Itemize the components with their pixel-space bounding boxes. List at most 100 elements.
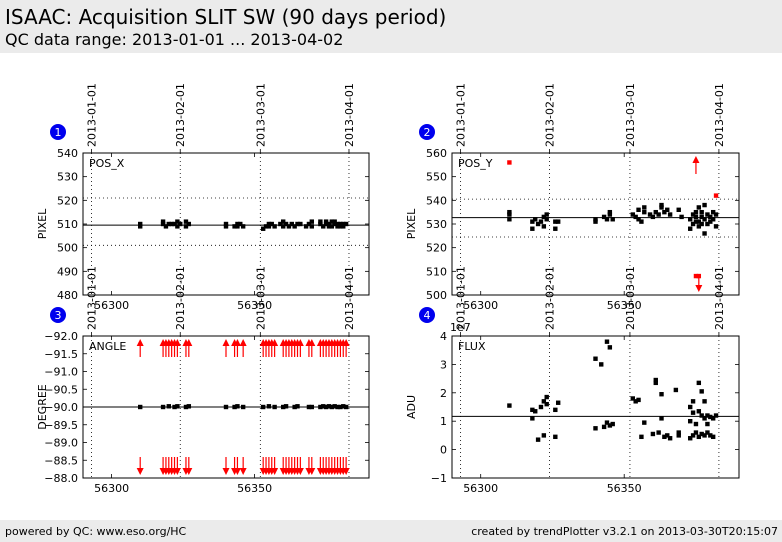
data-point (610, 217, 615, 222)
date-tick-label: 2013-01-01 (86, 266, 99, 330)
data-point (530, 416, 535, 421)
data-point (341, 224, 346, 229)
data-point (166, 404, 171, 409)
data-point (650, 431, 656, 437)
data-point (710, 209, 716, 215)
data-point (329, 219, 335, 224)
data-point (318, 404, 323, 410)
date-tick-label: 2013-04-01 (713, 266, 726, 330)
data-point (318, 219, 323, 224)
data-point (335, 404, 340, 410)
data-point (659, 392, 664, 397)
panel-label: FLUX (458, 340, 486, 353)
data-point (553, 434, 558, 440)
panel-number-badge (50, 307, 66, 323)
data-point (298, 221, 303, 227)
data-point (260, 404, 266, 410)
data-point (263, 224, 269, 229)
data-point (341, 221, 346, 227)
y-axis-label: PIXEL (36, 208, 49, 239)
data-point (240, 404, 246, 410)
offscale-arrow-down-head (695, 285, 703, 292)
offscale-arrow-down-head (185, 468, 193, 475)
data-point (169, 221, 174, 227)
data-point (329, 404, 335, 410)
data-point (272, 404, 277, 410)
y-tick-label: 520 (57, 194, 78, 207)
data-point (292, 404, 297, 410)
data-point (266, 224, 272, 229)
data-point (281, 404, 286, 410)
data-point (607, 345, 613, 350)
data-point (679, 214, 684, 220)
data-point (269, 221, 274, 227)
data-point (676, 430, 681, 435)
data-point (705, 221, 710, 227)
data-point (343, 404, 349, 410)
data-point (708, 414, 713, 420)
data-point (335, 221, 340, 227)
data-point (183, 219, 189, 224)
data-point (555, 400, 561, 405)
data-point (541, 214, 547, 220)
data-point (292, 224, 297, 229)
y-tick-label: 480 (57, 289, 78, 302)
data-point (650, 214, 656, 220)
data-range-subtitle: QC data range: 2013-01-01 ... 2013-04-02 (5, 30, 344, 49)
data-point (323, 219, 329, 224)
x-tick-label: 56350 (237, 482, 272, 495)
offscale-arrow-up-head (271, 339, 279, 346)
data-point (533, 409, 538, 414)
data-point (544, 212, 549, 217)
data-point (702, 231, 707, 236)
data-point (343, 221, 349, 227)
data-point (289, 221, 294, 227)
data-point (688, 419, 693, 424)
data-point (699, 413, 704, 418)
data-point (607, 212, 613, 217)
data-point (656, 212, 661, 217)
y-tick-label: 500 (57, 242, 78, 255)
offscale-arrow-down-head (308, 468, 316, 475)
data-point (538, 404, 544, 410)
y-tick-label: 500 (426, 289, 447, 302)
panel-number-badge (419, 307, 435, 323)
data-point (160, 221, 166, 227)
data-point (338, 404, 343, 410)
y-axis-label: DEGREE (36, 384, 49, 430)
offscale-arrow-up-head (692, 156, 700, 163)
data-point (653, 209, 658, 215)
data-point (708, 214, 713, 220)
data-point (667, 436, 673, 441)
data-point (183, 224, 189, 229)
data-point (662, 209, 667, 215)
data-point (601, 214, 607, 220)
data-point (601, 424, 607, 430)
data-point (321, 404, 326, 409)
data-point (639, 434, 644, 440)
date-tick-label: 2013-03-01 (624, 266, 637, 330)
data-point (710, 217, 716, 222)
data-point (541, 433, 547, 438)
y-tick-label: 550 (426, 171, 447, 184)
panel-label: POS_X (89, 157, 125, 170)
data-point (283, 404, 289, 409)
data-point (690, 221, 696, 227)
data-point (544, 401, 549, 407)
data-point (530, 226, 535, 231)
data-point (295, 404, 300, 409)
data-point (642, 209, 647, 215)
y-tick-label: −1 (431, 472, 447, 485)
data-point (696, 409, 702, 414)
data-point (659, 416, 664, 421)
data-point (696, 205, 702, 210)
data-point (538, 219, 544, 224)
data-point (235, 221, 240, 227)
data-point (326, 221, 332, 227)
offscale-arrow-down-head (233, 468, 241, 475)
y-tick-label: 530 (57, 171, 78, 184)
data-point (593, 219, 598, 224)
data-point (232, 224, 237, 229)
data-point (633, 399, 638, 404)
y-scale-label: 1e7 (450, 321, 471, 334)
